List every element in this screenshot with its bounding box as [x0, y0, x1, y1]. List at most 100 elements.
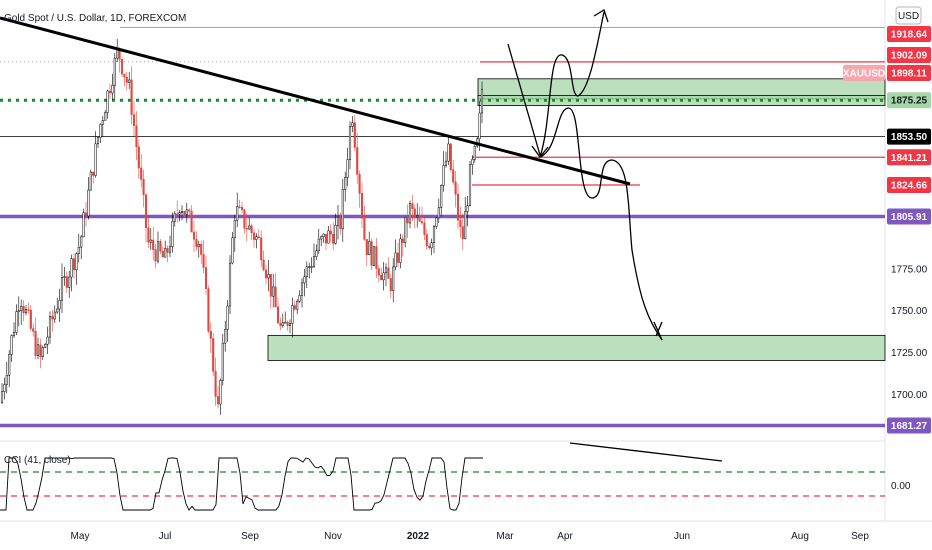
time-tick: May: [71, 531, 90, 542]
price-pill: 1841.21: [887, 149, 931, 166]
candle: [233, 214, 236, 252]
candle-body: [358, 174, 361, 194]
candle: [312, 243, 316, 269]
candle-body: [368, 241, 371, 256]
candle-body: [144, 194, 148, 229]
candle: [60, 263, 64, 314]
candle: [284, 311, 287, 324]
candle: [15, 304, 18, 336]
candle: [305, 261, 308, 288]
candle-body: [315, 250, 318, 257]
candle: [192, 221, 196, 253]
candle: [22, 300, 25, 322]
candle-body: [77, 246, 80, 254]
candle: [324, 233, 328, 250]
candle-body: [250, 225, 253, 233]
time-tick: Sep: [241, 531, 259, 542]
candle: [449, 142, 452, 172]
candle-body: [72, 258, 76, 271]
candle-body: [96, 137, 100, 145]
candle: [0, 383, 4, 405]
symbol-tag: XAUUSD: [843, 65, 885, 81]
candle-body: [480, 89, 484, 114]
candle: [274, 273, 277, 308]
candle-body: [344, 177, 347, 190]
candle-body: [341, 189, 344, 230]
candle: [360, 182, 364, 228]
candle-body: [51, 316, 54, 320]
candle: [120, 58, 124, 77]
candle-body: [288, 323, 292, 326]
candle-body: [461, 226, 464, 240]
candle-body: [425, 234, 428, 247]
candle: [108, 83, 112, 100]
candle: [363, 205, 366, 241]
candle: [262, 250, 265, 272]
price-tick: 1775.00: [891, 264, 928, 275]
pill-text: 1898.11: [891, 69, 927, 80]
symbol-title: Gold Spot / U.S. Dollar, 1D, FOREXCOM: [4, 13, 186, 24]
candle-body: [310, 266, 313, 268]
candle: [351, 115, 354, 133]
candle: [164, 240, 167, 258]
candle-body: [22, 306, 25, 314]
candle-body: [173, 213, 176, 222]
candle-body: [370, 241, 373, 266]
candle: [464, 196, 467, 240]
candle: [358, 170, 361, 208]
pill-text: 1875.25: [891, 96, 928, 107]
candle-body: [123, 73, 126, 78]
candle-body: [411, 203, 414, 210]
candle-body: [46, 336, 49, 345]
candle: [401, 234, 404, 257]
candle-body: [120, 58, 124, 75]
candle-body: [312, 256, 316, 267]
cci-zero-label: 0.00: [891, 481, 911, 492]
candle: [272, 274, 275, 308]
descending-trendline[interactable]: [0, 16, 631, 186]
candle: [432, 224, 436, 254]
candle: [384, 263, 388, 287]
candle-body: [15, 311, 18, 333]
candle: [238, 199, 241, 209]
candle: [264, 265, 268, 285]
candle-body: [216, 396, 220, 405]
bullish-path: [539, 11, 605, 158]
candle-body: [135, 125, 138, 148]
candle-body: [291, 305, 294, 324]
candle: [286, 320, 289, 331]
candle-body: [149, 239, 152, 243]
candle: [260, 230, 263, 267]
candle: [36, 337, 40, 360]
candle: [209, 322, 212, 354]
candle: [140, 154, 143, 188]
candle-body: [10, 335, 13, 355]
candle-body: [382, 272, 385, 281]
candle-body: [377, 268, 380, 276]
candle-body: [454, 181, 457, 195]
candle-body: [87, 189, 90, 217]
price-pill: 1853.50: [887, 128, 931, 145]
candle: [236, 192, 239, 228]
currency-button[interactable]: [895, 6, 922, 25]
candle-body: [252, 232, 256, 240]
candle-body: [200, 244, 203, 255]
candle-body: [130, 79, 133, 115]
candle: [416, 203, 419, 228]
candle-body: [219, 380, 222, 405]
candle-body: [430, 242, 433, 249]
candle: [185, 202, 188, 223]
pill-bg: [887, 47, 931, 63]
candle-body: [327, 230, 330, 244]
indicator-label: CCI (41, close): [4, 455, 71, 466]
candle: [99, 123, 102, 144]
cci-line: [0, 457, 483, 511]
candle: [27, 302, 30, 314]
candle-body: [416, 215, 419, 218]
candle: [380, 267, 383, 281]
candle-body: [48, 316, 52, 338]
pill-bg: [887, 92, 931, 109]
candle-body: [226, 305, 229, 330]
candle-body: [245, 227, 248, 230]
